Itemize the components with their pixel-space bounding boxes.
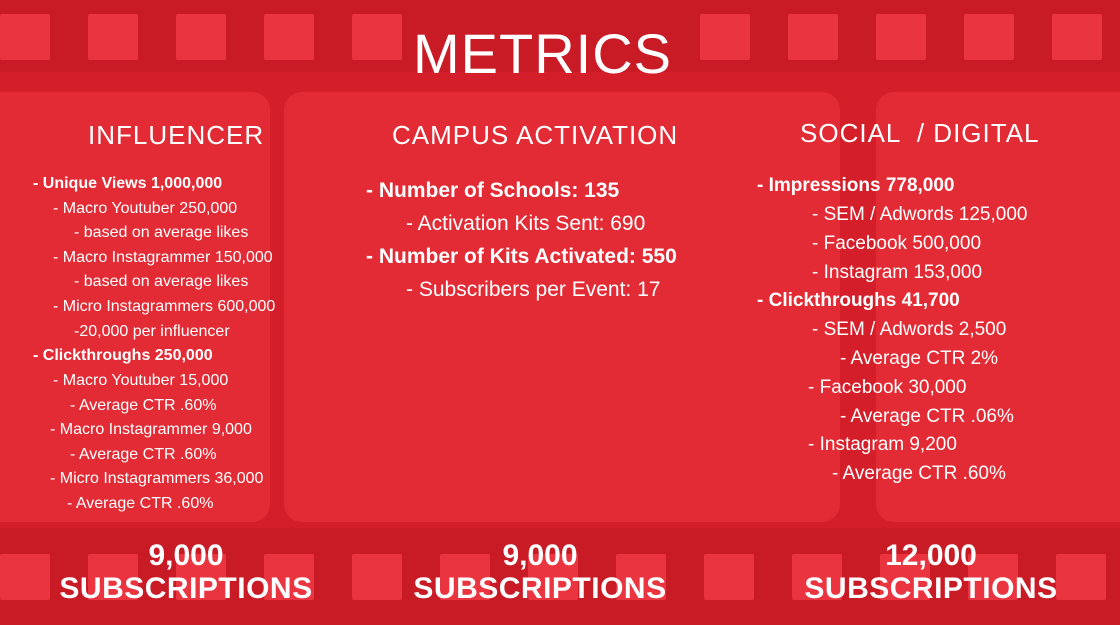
film-hole — [792, 554, 842, 600]
film-hole — [880, 554, 930, 600]
social-line: - SEM / Adwords 2,500 — [812, 319, 1007, 340]
social-line: - Average CTR .60% — [832, 463, 1006, 484]
film-hole — [0, 554, 50, 600]
film-hole — [968, 554, 1018, 600]
film-strip-bottom — [0, 528, 1120, 625]
social-line: - Instagram 153,000 — [812, 262, 983, 283]
social-subscriptions-number: 12,000 — [885, 539, 977, 572]
influencer-line: - Macro Instagrammer 9,000 — [50, 421, 252, 438]
social-line: - SEM / Adwords 125,000 — [812, 204, 1028, 225]
social-line: - Average CTR 2% — [840, 348, 999, 369]
influencer-line: - Macro Instagrammer 150,000 — [53, 249, 273, 266]
influencer-line: - Micro Instagrammers 600,000 — [53, 298, 276, 315]
film-hole — [176, 14, 226, 60]
film-hole — [0, 14, 50, 60]
social-line: - Clickthroughs 41,700 — [757, 290, 960, 311]
campus-subscriptions-label: SUBSCRIPTIONS — [413, 572, 667, 605]
film-hole — [176, 554, 226, 600]
social-line: - Average CTR .06% — [840, 406, 1014, 427]
influencer-line: - Unique Views 1,000,000 — [33, 175, 223, 192]
campus-line: - Number of Schools: 135 — [366, 179, 620, 202]
film-hole — [876, 14, 926, 60]
film-hole — [704, 554, 754, 600]
film-frame-influencer — [0, 92, 270, 522]
film-hole — [88, 14, 138, 60]
film-hole — [264, 554, 314, 600]
campus-line: - Subscribers per Event: 17 — [406, 278, 661, 301]
influencer-line: - Average CTR .60% — [70, 446, 217, 463]
influencer-subscriptions-label: SUBSCRIPTIONS — [59, 572, 313, 605]
film-hole — [264, 14, 314, 60]
influencer-line: - Clickthroughs 250,000 — [33, 347, 213, 364]
film-hole — [352, 554, 402, 600]
influencer-line: -20,000 per influencer — [74, 323, 230, 340]
influencer-heading: INFLUENCER — [88, 120, 265, 150]
social-line: - Instagram 9,200 — [808, 434, 957, 455]
film-hole — [88, 554, 138, 600]
campus-line: - Activation Kits Sent: 690 — [406, 212, 646, 235]
film-frame-social — [876, 92, 1120, 522]
film-hole — [1052, 14, 1102, 60]
film-hole — [964, 14, 1014, 60]
influencer-line: - Macro Youtuber 15,000 — [53, 372, 229, 389]
film-hole — [788, 14, 838, 60]
influencer-line: - Average CTR .60% — [70, 397, 217, 414]
influencer-subscriptions-number: 9,000 — [148, 539, 224, 572]
film-strip-top — [0, 0, 1120, 72]
influencer-line: - Average CTR .60% — [67, 495, 214, 512]
film-hole — [528, 554, 578, 600]
campus-line: - Number of Kits Activated: 550 — [366, 245, 677, 268]
campus-heading: CAMPUS ACTIVATION — [392, 120, 679, 150]
film-hole — [440, 554, 490, 600]
page-title: METRICS — [413, 22, 672, 85]
social-line: - Facebook 30,000 — [808, 377, 967, 398]
film-hole — [616, 554, 666, 600]
influencer-line: - based on average likes — [74, 224, 249, 241]
campus-subscriptions-number: 9,000 — [502, 539, 578, 572]
social-line: - Impressions 778,000 — [757, 175, 955, 196]
film-hole — [1056, 554, 1106, 600]
influencer-line: - Macro Youtuber 250,000 — [53, 200, 238, 217]
social-subscriptions-label: SUBSCRIPTIONS — [804, 572, 1058, 605]
influencer-line: - based on average likes — [74, 273, 249, 290]
social-heading: SOCIAL / DIGITAL — [800, 118, 1040, 148]
film-hole — [352, 14, 402, 60]
influencer-line: - Micro Instagrammers 36,000 — [50, 470, 264, 487]
social-line: - Facebook 500,000 — [812, 233, 982, 254]
film-hole — [700, 14, 750, 60]
film-frame-campus — [284, 92, 840, 522]
